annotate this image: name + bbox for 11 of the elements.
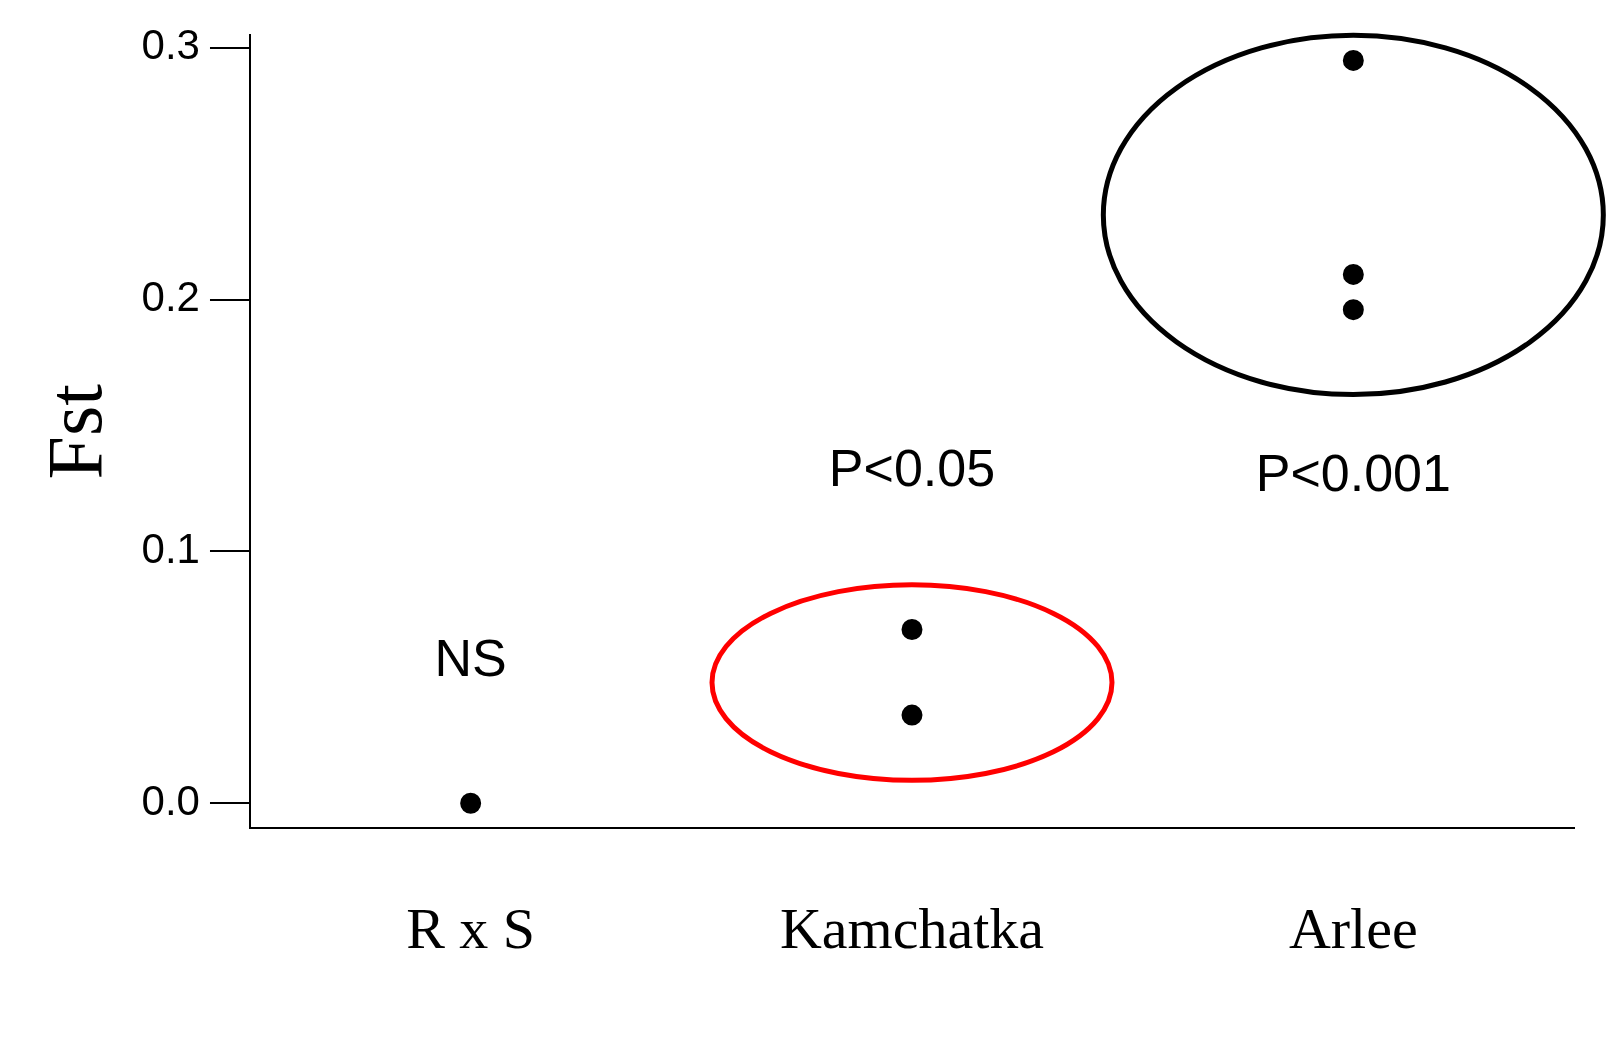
y-tick-label: 0.0 xyxy=(141,776,200,824)
y-axis-title: Fst xyxy=(31,383,119,480)
y-tick-label: 0.2 xyxy=(141,273,200,321)
annotation: NS xyxy=(434,629,507,688)
x-tick-label: Arlee xyxy=(1288,896,1418,962)
x-tick-label: Kamchatka xyxy=(779,896,1045,962)
y-tick-label: 0.3 xyxy=(141,21,200,69)
annotation: P<0.05 xyxy=(828,438,996,497)
annotation: P<0.001 xyxy=(1255,443,1451,502)
y-tick-label: 0.1 xyxy=(141,524,200,572)
x-tick-label: R x S xyxy=(406,896,536,962)
